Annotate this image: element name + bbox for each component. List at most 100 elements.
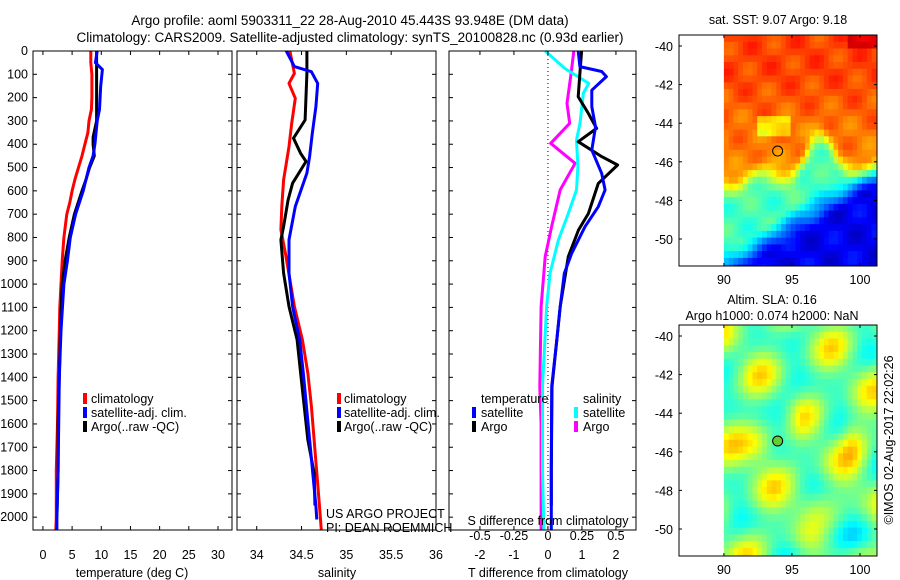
- sst-cell: [833, 244, 839, 252]
- sst-cell: [795, 170, 801, 178]
- sst-cell: [838, 109, 844, 117]
- sst-cell: [757, 163, 763, 171]
- sla-cell: [857, 446, 863, 454]
- sst-cell: [757, 55, 763, 63]
- sst-cell: [757, 156, 763, 164]
- sla-cell: [809, 460, 815, 468]
- sla-cell: [809, 500, 815, 508]
- sla-cell: [847, 453, 853, 461]
- sst-cell: [819, 224, 825, 232]
- sst-cell: [766, 203, 773, 212]
- sla-cell: [814, 527, 820, 535]
- sst-cell: [847, 116, 853, 124]
- sla-cell: [857, 406, 863, 414]
- sla-cell: [814, 453, 820, 461]
- sla-cell: [776, 514, 782, 522]
- sla-cell: [819, 460, 825, 468]
- sla-cell: [847, 331, 853, 340]
- sst-cell: [733, 41, 739, 50]
- sla-cell: [847, 487, 853, 495]
- sla-cell: [847, 520, 853, 529]
- sla-cell: [743, 325, 749, 333]
- sla-cell: [733, 541, 739, 549]
- sst-cell: [857, 89, 863, 97]
- sla-cell: [838, 385, 844, 394]
- sst-cell: [800, 136, 806, 144]
- sst-cell: [790, 55, 796, 63]
- sst-cell: [795, 251, 801, 259]
- sla-cell: [857, 480, 863, 488]
- sst-cell: [762, 48, 768, 56]
- sla-cell: [723, 514, 730, 522]
- sst-cell: [795, 68, 801, 77]
- temperature-xlabel: temperature (deg C): [76, 566, 189, 580]
- axes-frame: [32, 50, 233, 531]
- sst-cell: [766, 35, 773, 43]
- sla-cell: [738, 406, 744, 414]
- sla-cell: [757, 460, 763, 468]
- sla-cell: [723, 433, 730, 441]
- sst-cell: [795, 41, 801, 50]
- sst-cell: [752, 62, 758, 70]
- sst-cell: [781, 197, 787, 205]
- sst-cell: [833, 75, 839, 83]
- sla-cell: [871, 379, 877, 387]
- sst-cell: [871, 257, 877, 266]
- sst-cell: [747, 156, 753, 164]
- sla-cell: [795, 527, 801, 535]
- sst-cell: [819, 116, 825, 124]
- sla-cell: [723, 520, 730, 529]
- sla-cell: [747, 385, 753, 394]
- sla-cell: [776, 466, 782, 475]
- sla-cell: [771, 453, 777, 461]
- sla-cell: [752, 466, 758, 475]
- sla-cell: [857, 352, 863, 360]
- sst-cell: [819, 82, 825, 90]
- sla-cell: [733, 331, 739, 340]
- sst-cell: [785, 230, 792, 239]
- sst-cell: [847, 55, 853, 63]
- sla-cell: [766, 419, 773, 427]
- sst-cell: [757, 210, 763, 218]
- sst-cell: [747, 68, 753, 77]
- sla-cell: [781, 331, 787, 340]
- sla-cell: [762, 325, 768, 333]
- sla-cell: [738, 453, 744, 461]
- sst-cell: [847, 251, 853, 259]
- sla-cell: [866, 331, 873, 340]
- sla-cell: [790, 372, 796, 380]
- sst-cell: [776, 156, 782, 164]
- sla-cell: [762, 507, 768, 515]
- sst-cell: [833, 217, 839, 225]
- sla-cell: [828, 527, 834, 535]
- sla-cell: [776, 399, 782, 407]
- sst-cell: [747, 149, 753, 158]
- sst-cell: [800, 224, 806, 232]
- sst-cell: [743, 156, 749, 164]
- sst-cell: [804, 82, 811, 90]
- sst-cell: [762, 190, 768, 198]
- sla-cell: [733, 487, 739, 495]
- sst-cell: [804, 190, 811, 198]
- sst-cell: [814, 170, 820, 178]
- y-tick-label: 1500: [0, 394, 28, 408]
- sst-cell: [747, 203, 753, 212]
- sla-cell: [833, 345, 839, 353]
- sla-cell: [823, 507, 830, 515]
- sst-cell: [795, 217, 801, 225]
- sst-cell: [781, 116, 787, 124]
- sla-cell: [800, 325, 806, 333]
- legend-label-climatology: climatology: [91, 392, 154, 406]
- sst-cell: [828, 183, 834, 191]
- sla-cell: [766, 507, 773, 515]
- sla-cell: [743, 487, 749, 495]
- sst-cell: [752, 129, 758, 137]
- sst-cell: [823, 82, 830, 90]
- sla-cell: [866, 352, 873, 360]
- sst-cell: [862, 156, 868, 164]
- sla-cell: [857, 547, 863, 556]
- sla-cell: [862, 358, 868, 367]
- sla-cell: [795, 365, 801, 373]
- lat-tick-label: -46: [655, 156, 673, 170]
- sst-cell: [838, 62, 844, 70]
